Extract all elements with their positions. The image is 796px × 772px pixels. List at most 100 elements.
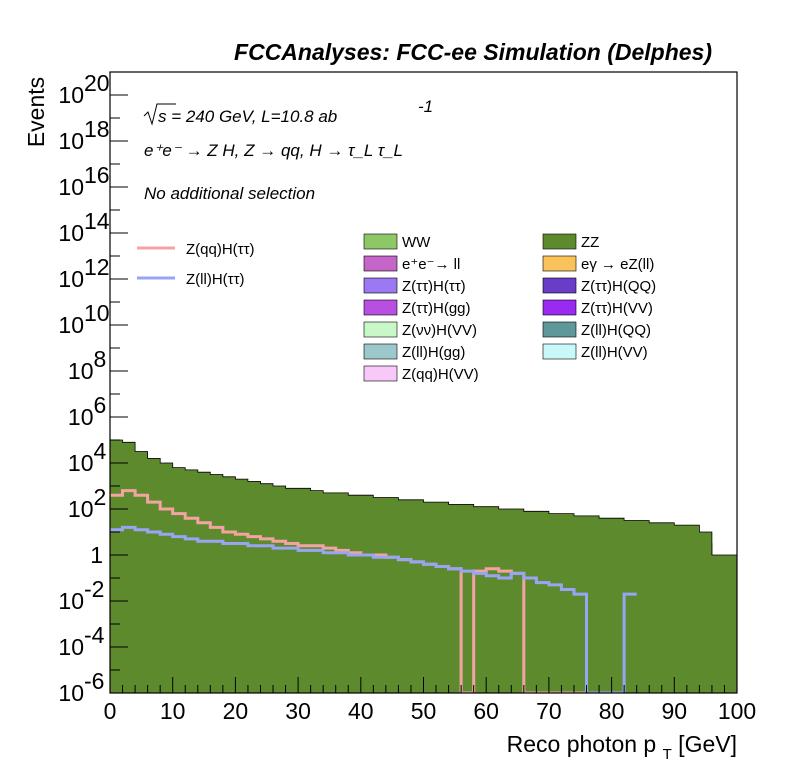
legend-box-label-10: Z(ll)H(gg) [402, 344, 465, 361]
annotation-process: e⁺e⁻ → Z H, Z → qq, H → τ_L τ_L [144, 141, 403, 160]
y-tick-label-20: 10 20 [58, 70, 109, 108]
annotations: s = 240 GeV, L=10.8 ab -1 e⁺e⁻ → Z H, Z → … [143, 97, 433, 203]
x-tick-label-50: 50 [411, 698, 437, 724]
annotation-selection: No additional selection [144, 184, 315, 203]
x-tick-label-30: 30 [285, 698, 311, 724]
legend-line-label-0: Z(qq)H(ττ) [186, 241, 255, 258]
x-tick-label-100: 100 [718, 698, 756, 724]
signal-lines [110, 489, 637, 693]
y-tick-label-base: 10 [58, 220, 84, 246]
y-tick-label-0: 1 [90, 542, 103, 568]
hist-layer-7 [110, 439, 737, 693]
y-tick-label-exp: 18 [84, 116, 110, 142]
legend-box-label-11: Z(ll)H(VV) [581, 344, 648, 361]
y-tick-label-base: 10 [58, 82, 84, 108]
x-tick-label-90: 90 [662, 698, 688, 724]
stacked-histograms [110, 439, 737, 693]
y-tick-label-exp: -2 [84, 576, 104, 602]
y-tick-label-base: 10 [58, 128, 84, 154]
y-tick-label-base: 10 [68, 404, 94, 430]
legend-box-swatch-1 [542, 233, 577, 250]
x-tick-label-20: 20 [223, 698, 249, 724]
legend-box-label-3: eγ → eZ(ll) [581, 256, 654, 273]
legend-box-swatch-0 [363, 233, 398, 250]
y-tick-label-exp: 20 [84, 70, 110, 96]
y-tick-label-exp: -6 [84, 668, 104, 694]
y-tick-label-exp: 14 [84, 208, 110, 234]
legend-box-label-7: Z(ττ)H(VV) [581, 300, 653, 317]
y-tick-label-18: 10 18 [58, 116, 109, 154]
legend-box-label-0: WW [402, 234, 431, 251]
y-tick-label-base: 10 [68, 496, 94, 522]
y-tick-label-12: 10 12 [58, 254, 109, 292]
legend-box-swatch-10 [363, 343, 398, 360]
x-axis-ticks: 0 10 20 30 40 50 60 70 80 90 100 [104, 677, 756, 724]
y-tick-label-base: 10 [68, 358, 94, 384]
y-tick-label--4: 10 -4 [58, 622, 104, 660]
y-tick-label-base: 10 [58, 312, 84, 338]
x-axis-title-main: Reco photon p [507, 731, 663, 757]
legend-box-swatch-3 [542, 255, 577, 272]
x-tick-label-40: 40 [348, 698, 374, 724]
y-tick-label-2: 10 2 [68, 484, 106, 522]
y-axis-title: Events [23, 77, 49, 147]
y-tick-label-8: 10 8 [68, 346, 106, 384]
y-tick-label-exp: 6 [94, 392, 107, 418]
y-tick-label--6: 10 -6 [58, 668, 104, 706]
x-tick-label-10: 10 [160, 698, 186, 724]
y-tick-label--2: 10 -2 [58, 576, 104, 614]
legend-box-label-8: Z(νν)H(VV) [402, 322, 477, 339]
legend-box-label-9: Z(ll)H(QQ) [581, 322, 651, 339]
legend-box-label-5: Z(ττ)H(QQ) [581, 278, 656, 295]
y-tick-label-16: 10 16 [58, 162, 109, 200]
y-tick-label-base: 10 [58, 680, 84, 706]
legend-box-label-1: ZZ [581, 234, 599, 251]
x-axis-title-unit: [GeV] [672, 731, 737, 757]
legend-line-label-1: Z(ll)H(ττ) [186, 271, 245, 288]
legend: Z(qq)H(ττ) Z(ll)H(ττ) WW ZZ e⁺e⁻→ ll eγ → eZ(… [137, 233, 656, 383]
y-tick-label-10: 10 10 [58, 300, 109, 338]
y-tick-label-exp: 12 [84, 254, 110, 280]
x-tick-label-80: 80 [599, 698, 625, 724]
y-tick-label-exp: 2 [94, 484, 107, 510]
chart-title: FCCAnalyses: FCC-ee Simulation (Delphes) [234, 39, 712, 65]
legend-box-swatch-2 [363, 255, 398, 272]
legend-box-label-4: Z(ττ)H(ττ) [402, 278, 466, 295]
x-axis-title-sub: T [663, 746, 672, 763]
y-tick-label-base: 10 [68, 450, 94, 476]
legend-box-swatch-7 [542, 299, 577, 316]
axis-labels: Reco photon p T [GeV] Events FCCAnalyses: … [23, 39, 737, 763]
y-tick-label-exp: 4 [94, 438, 107, 464]
y-tick-label-base: 10 [58, 634, 84, 660]
y-tick-label-main: 1 [90, 542, 103, 568]
legend-box-label-2: e⁺e⁻→ ll [402, 256, 460, 273]
y-tick-label-exp: 8 [94, 346, 107, 372]
legend-box-label-6: Z(ττ)H(gg) [402, 300, 471, 317]
annotation-lumi-exp: -1 [418, 97, 433, 116]
y-tick-label-exp: 16 [84, 162, 110, 188]
line-series-1 [110, 525, 637, 693]
x-axis-title: Reco photon p T [GeV] [507, 731, 737, 763]
legend-box-swatch-11 [542, 343, 577, 360]
legend-box-swatch-6 [363, 299, 398, 316]
annotation-sqrt-s: s = 240 GeV, L=10.8 ab [158, 107, 337, 126]
legend-box-label-12: Z(qq)H(VV) [402, 366, 479, 383]
legend-box-swatch-9 [542, 321, 577, 338]
legend-box-swatch-4 [363, 277, 398, 294]
legend-box-swatch-5 [542, 277, 577, 294]
y-tick-label-exp: 10 [84, 300, 110, 326]
legend-box-swatch-12 [363, 365, 398, 382]
x-tick-label-70: 70 [536, 698, 562, 724]
legend-box-swatch-8 [363, 321, 398, 338]
y-tick-label-14: 10 14 [58, 208, 109, 246]
y-tick-label-exp: -4 [84, 622, 105, 648]
sqrt-sign [143, 103, 176, 126]
y-tick-label-base: 10 [58, 588, 84, 614]
y-tick-label-base: 10 [58, 266, 84, 292]
y-tick-label-base: 10 [58, 174, 84, 200]
line-series-0 [110, 489, 612, 693]
y-tick-label-6: 10 6 [68, 392, 106, 430]
